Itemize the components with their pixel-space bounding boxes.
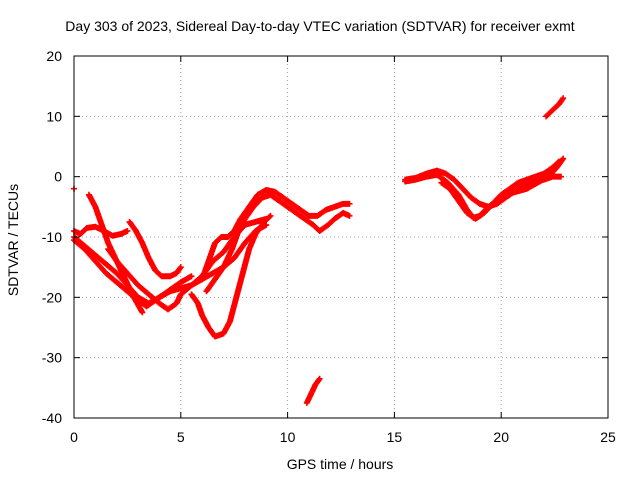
x-tick-label: 10 — [280, 429, 296, 445]
y-tick-label: -40 — [42, 410, 62, 426]
x-tick-label: 20 — [493, 429, 509, 445]
y-tick-label: 20 — [46, 48, 62, 64]
y-axis-label: SDTVAR / TECUs — [5, 183, 21, 297]
data-points — [303, 375, 323, 406]
data-layer — [71, 95, 567, 406]
x-tick-label: 0 — [70, 429, 78, 445]
y-axis: -40 -30 -20 -10 0 10 20 — [42, 48, 608, 426]
series-arc-14 — [438, 158, 562, 222]
y-tick-label: -20 — [42, 289, 62, 305]
grid — [74, 56, 608, 418]
y-tick-label: -30 — [42, 350, 62, 366]
x-axis-label: GPS time / hours — [286, 456, 394, 472]
y-tick-label: 0 — [54, 169, 62, 185]
x-tick-label: 15 — [387, 429, 403, 445]
data-points — [199, 186, 353, 283]
x-axis: 0 5 10 15 20 25 — [70, 56, 616, 445]
series-arc-10 — [203, 191, 353, 295]
y-tick-label: 10 — [46, 108, 62, 124]
series-arc-15 — [543, 95, 567, 120]
chart-title: Day 303 of 2023, Sidereal Day-to-day VTE… — [65, 18, 575, 34]
data-points — [188, 212, 274, 340]
series-arc-8 — [188, 212, 274, 340]
data-points — [438, 158, 562, 222]
series-arc-9 — [199, 186, 353, 283]
x-tick-label: 25 — [600, 429, 616, 445]
data-points — [126, 218, 184, 280]
y-tick-label: -10 — [42, 229, 62, 245]
series-arc-6 — [126, 218, 184, 280]
series-arc-11 — [303, 375, 323, 406]
data-points — [543, 95, 567, 120]
x-tick-label: 5 — [177, 429, 185, 445]
data-points — [203, 191, 353, 295]
